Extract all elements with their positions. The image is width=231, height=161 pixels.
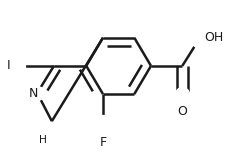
Text: F: F — [99, 136, 106, 149]
Text: I: I — [7, 59, 11, 72]
Text: O: O — [177, 105, 187, 118]
Text: OH: OH — [204, 31, 223, 44]
Text: H: H — [39, 135, 46, 145]
Text: N: N — [28, 86, 38, 99]
